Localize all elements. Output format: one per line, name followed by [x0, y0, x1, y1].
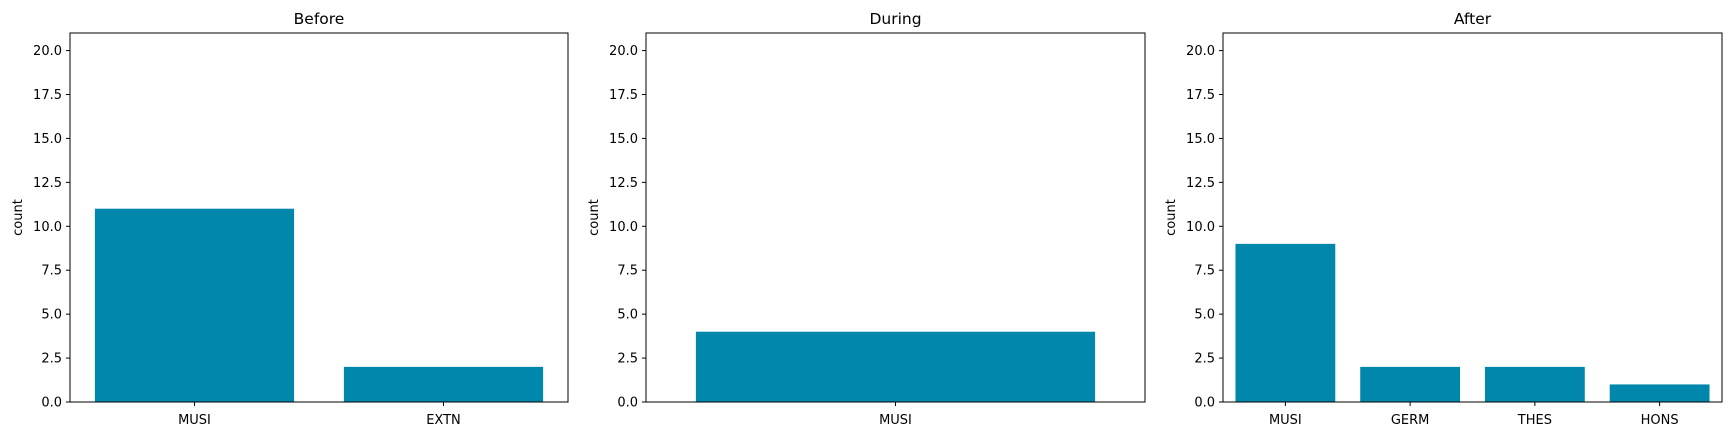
y-tick-label: 0.0	[617, 396, 638, 411]
x-tick-label: MUSI	[178, 413, 211, 428]
y-tick-label: 20.0	[609, 44, 638, 59]
y-axis-label: count	[1164, 199, 1179, 236]
y-tick-label: 5.0	[41, 308, 62, 323]
y-tick-label: 10.0	[1186, 220, 1215, 235]
y-tick-label: 2.5	[41, 352, 62, 367]
x-tick-label: MUSI	[879, 413, 912, 428]
y-tick-label: 0.0	[41, 396, 62, 411]
axes-frame	[1222, 32, 1723, 403]
y-tick-label: 5.0	[1194, 308, 1215, 323]
bar-hons	[1609, 384, 1710, 402]
y-tick-label: 7.5	[41, 264, 62, 279]
y-axis-label: count	[587, 199, 602, 236]
x-tick-label: THES	[1517, 413, 1552, 428]
y-axis-label: count	[11, 199, 26, 236]
chart-panel-0: MUSI EXTN 0.0 2.5 5.0 7.5 10.0 12.5 15.0 17.5 20.0…	[11, 10, 569, 428]
y-tick-label: 5.0	[617, 308, 638, 323]
y-tick-label: 2.5	[617, 352, 638, 367]
y-tick-label: 12.5	[1186, 176, 1215, 191]
y-tick-label: 20.0	[1186, 44, 1215, 59]
y-tick-label: 12.5	[609, 176, 638, 191]
y-tick-label: 17.5	[609, 88, 638, 103]
bar-musi	[1235, 243, 1336, 402]
y-tick-label: 10.0	[33, 220, 62, 235]
chart-title: During	[869, 10, 921, 28]
y-tick-label: 10.0	[609, 220, 638, 235]
y-tick-label: 17.5	[1186, 88, 1215, 103]
bar-musi	[695, 331, 1096, 402]
axes-frame	[69, 32, 569, 403]
bar-extn	[343, 366, 544, 402]
y-tick-label: 12.5	[33, 176, 62, 191]
y-tick-label: 7.5	[617, 264, 638, 279]
chart-panel-2: MUSI GERM THES HONS 0.0 2.5 5.0 7.5 10.0 12.5 15.0…	[1164, 10, 1723, 428]
y-tick-label: 17.5	[33, 88, 62, 103]
axes-frame	[645, 32, 1146, 403]
bar-musi	[94, 208, 295, 402]
chart-title: Before	[294, 10, 345, 28]
chart-title: After	[1454, 10, 1492, 28]
y-tick-label: 15.0	[609, 132, 638, 147]
y-tick-label: 7.5	[1194, 264, 1215, 279]
x-tick-label: MUSI	[1269, 413, 1302, 428]
y-tick-label: 0.0	[1194, 396, 1215, 411]
y-tick-label: 15.0	[1186, 132, 1215, 147]
x-tick-label: GERM	[1391, 413, 1430, 428]
y-tick-label: 20.0	[33, 44, 62, 59]
x-tick-label: HONS	[1641, 413, 1679, 428]
bar-germ	[1360, 366, 1461, 402]
x-tick-label: EXTN	[426, 413, 461, 428]
y-tick-label: 15.0	[33, 132, 62, 147]
y-tick-label: 2.5	[1194, 352, 1215, 367]
chart-panel-1: MUSI 0.0 2.5 5.0 7.5 10.0 12.5 15.0 17.5 20.0 Duri…	[587, 10, 1146, 428]
bar-thes	[1484, 366, 1585, 402]
